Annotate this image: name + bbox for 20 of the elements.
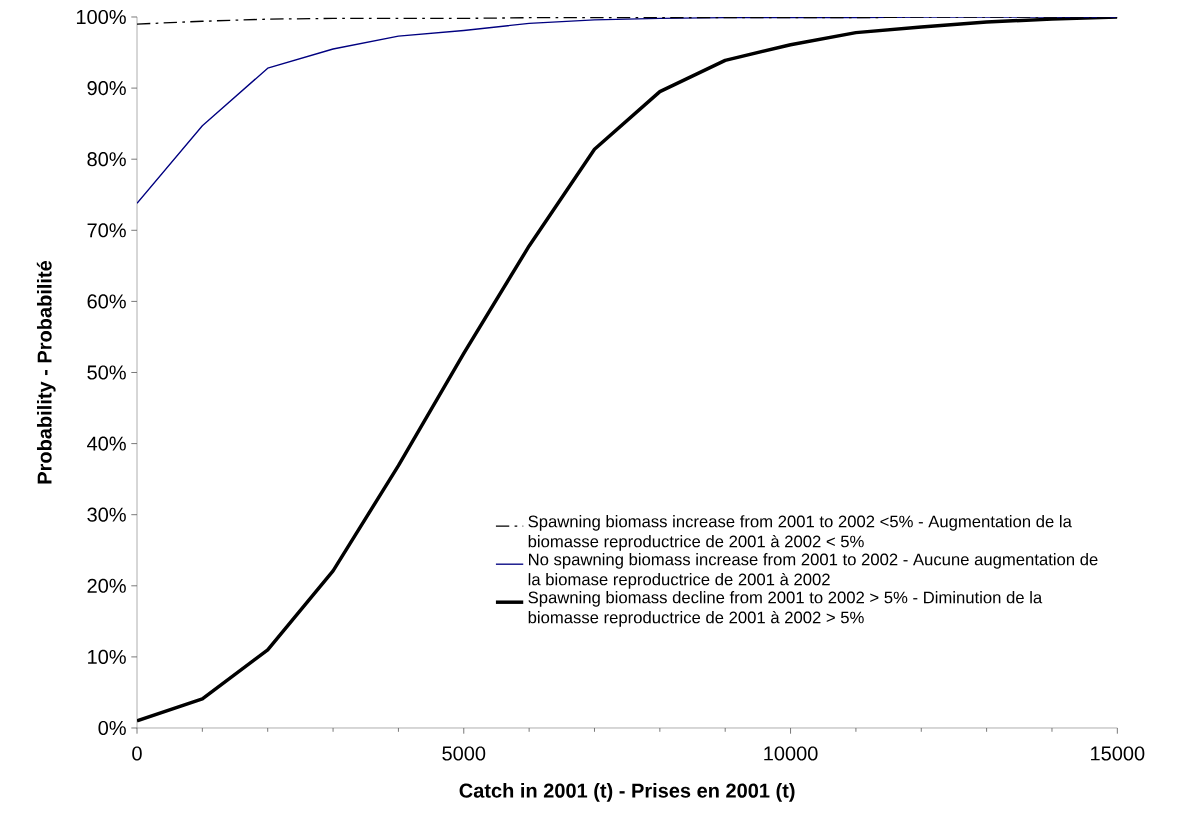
x-axis-title: Catch in 2001 (t) - Prises en 2001 (t) bbox=[459, 783, 795, 802]
y-tick-label: 40% bbox=[87, 436, 126, 451]
y-tick-label: 0% bbox=[98, 720, 126, 736]
legend-label: No spawning biomass increase from 2001 to 2002 - Aucune augmentation de la biomase reproductrice de 2001 à 2002 bbox=[528, 553, 1098, 589]
x-tick-label: 0 bbox=[132, 746, 142, 761]
y-tick-label: 20% bbox=[87, 578, 126, 593]
x-tick-label: 10000 bbox=[764, 746, 818, 761]
y-tick-label: 30% bbox=[87, 507, 126, 522]
y-tick-label: 90% bbox=[87, 81, 126, 96]
y-tick-label: 10% bbox=[88, 649, 126, 664]
legend-label: Spawning biomass increase from 2001 to 2002 <5% - Augmentation de la biomasse reproductrice de 2001 à 2002 < 5% bbox=[528, 515, 1072, 551]
x-tick-label: 15000 bbox=[1091, 746, 1145, 761]
y-tick-label: 80% bbox=[87, 152, 126, 167]
x-tick-label: 5000 bbox=[442, 746, 486, 761]
y-tick-label: 50% bbox=[87, 365, 126, 380]
y-axis-title: Probability - Probabilité bbox=[36, 260, 56, 484]
y-tick-label: 60% bbox=[87, 294, 126, 309]
legend-label: Spawning biomass decline from 2001 to 2002 > 5% - Diminution de la biomasse reproductrice de 2001 à 2002 > 5% bbox=[528, 591, 1043, 627]
y-tick-label: 70% bbox=[87, 223, 126, 238]
y-tick-label: 100% bbox=[76, 9, 126, 25]
